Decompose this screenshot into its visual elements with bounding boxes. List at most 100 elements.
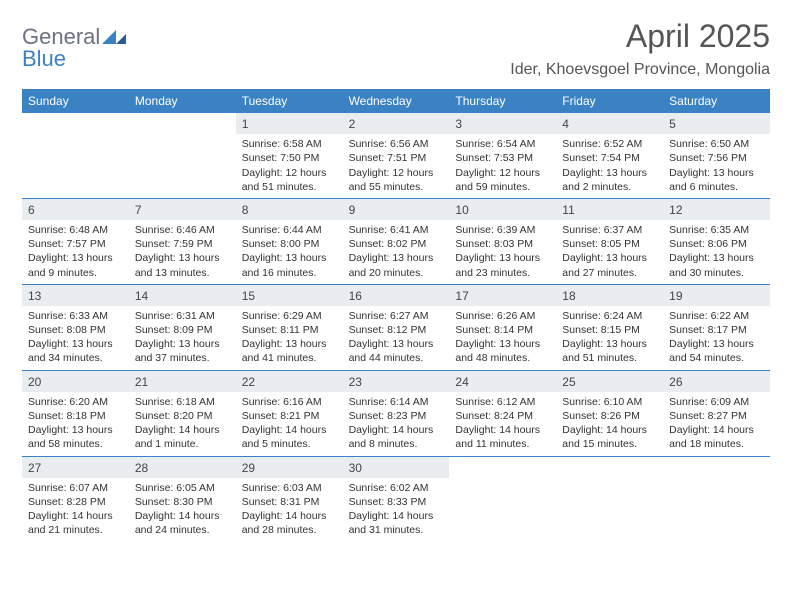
day-line: and 28 minutes. — [242, 523, 337, 537]
day-line: Daylight: 13 hours — [562, 251, 657, 265]
day-content: Sunrise: 6:35 AMSunset: 8:06 PMDaylight:… — [663, 220, 770, 284]
day-line: and 31 minutes. — [349, 523, 444, 537]
day-line: Sunset: 8:08 PM — [28, 323, 123, 337]
day-header-fri: Friday — [556, 89, 663, 113]
day-header-tue: Tuesday — [236, 89, 343, 113]
day-content: Sunrise: 6:10 AMSunset: 8:26 PMDaylight:… — [556, 392, 663, 456]
day-number: 14 — [129, 285, 236, 306]
week-row: 20Sunrise: 6:20 AMSunset: 8:18 PMDayligh… — [22, 370, 770, 456]
day-line: and 24 minutes. — [135, 523, 230, 537]
day-number: 8 — [236, 199, 343, 220]
day-line: Sunrise: 6:26 AM — [455, 309, 550, 323]
day-line: Daylight: 13 hours — [349, 337, 444, 351]
day-content: Sunrise: 6:29 AMSunset: 8:11 PMDaylight:… — [236, 306, 343, 370]
day-line: Sunrise: 6:24 AM — [562, 309, 657, 323]
calendar-cell: 9Sunrise: 6:41 AMSunset: 8:02 PMDaylight… — [343, 199, 450, 284]
day-line: Sunrise: 6:39 AM — [455, 223, 550, 237]
day-line: Sunset: 8:11 PM — [242, 323, 337, 337]
day-line: and 15 minutes. — [562, 437, 657, 451]
day-line: Daylight: 13 hours — [135, 337, 230, 351]
day-line: Sunset: 8:28 PM — [28, 495, 123, 509]
day-line: Daylight: 12 hours — [455, 166, 550, 180]
day-line: Sunset: 7:57 PM — [28, 237, 123, 251]
day-line: Daylight: 13 hours — [242, 251, 337, 265]
day-line: Sunset: 8:00 PM — [242, 237, 337, 251]
day-line: and 58 minutes. — [28, 437, 123, 451]
day-line: Sunset: 8:03 PM — [455, 237, 550, 251]
day-line: Sunset: 8:06 PM — [669, 237, 764, 251]
day-line: Daylight: 13 hours — [455, 337, 550, 351]
day-line: Daylight: 14 hours — [28, 509, 123, 523]
header: General Blue April 2025 Ider, Khoevsgoel… — [22, 18, 770, 79]
day-line: Sunrise: 6:02 AM — [349, 481, 444, 495]
calendar-cell: 1Sunrise: 6:58 AMSunset: 7:50 PMDaylight… — [236, 113, 343, 198]
day-number: 9 — [343, 199, 450, 220]
day-line: Sunset: 8:21 PM — [242, 409, 337, 423]
day-line: and 37 minutes. — [135, 351, 230, 365]
day-line: Sunset: 8:17 PM — [669, 323, 764, 337]
day-line: and 59 minutes. — [455, 180, 550, 194]
title-block: April 2025 Ider, Khoevsgoel Province, Mo… — [510, 18, 770, 79]
day-content: Sunrise: 6:37 AMSunset: 8:05 PMDaylight:… — [556, 220, 663, 284]
day-number: 25 — [556, 371, 663, 392]
day-line: Daylight: 14 hours — [349, 423, 444, 437]
calendar-cell: 4Sunrise: 6:52 AMSunset: 7:54 PMDaylight… — [556, 113, 663, 198]
calendar-cell: 10Sunrise: 6:39 AMSunset: 8:03 PMDayligh… — [449, 199, 556, 284]
day-line: and 16 minutes. — [242, 266, 337, 280]
day-line: Sunset: 8:33 PM — [349, 495, 444, 509]
logo: General Blue — [22, 26, 126, 70]
day-content: Sunrise: 6:12 AMSunset: 8:24 PMDaylight:… — [449, 392, 556, 456]
day-line: Sunset: 8:23 PM — [349, 409, 444, 423]
day-line: and 27 minutes. — [562, 266, 657, 280]
day-number: 11 — [556, 199, 663, 220]
calendar-cell: 30 Sunrise: 6:02 AMSunset: 8:33 PMDayligh… — [343, 457, 450, 542]
calendar-cell: 8Sunrise: 6:44 AMSunset: 8:00 PMDaylight… — [236, 199, 343, 284]
calendar-cell: 14Sunrise: 6:31 AMSunset: 8:09 PMDayligh… — [129, 285, 236, 370]
calendar-cell: 15Sunrise: 6:29 AMSunset: 8:11 PMDayligh… — [236, 285, 343, 370]
day-line: Sunset: 8:30 PM — [135, 495, 230, 509]
day-line: Sunrise: 6:58 AM — [242, 137, 337, 151]
day-line: and 48 minutes. — [455, 351, 550, 365]
day-line: Sunrise: 6:12 AM — [455, 395, 550, 409]
day-line: Sunrise: 6:07 AM — [28, 481, 123, 495]
day-line: Daylight: 13 hours — [562, 166, 657, 180]
day-number: 22 — [236, 371, 343, 392]
day-number: 17 — [449, 285, 556, 306]
day-line: Daylight: 14 hours — [242, 509, 337, 523]
day-line: and 30 minutes. — [669, 266, 764, 280]
calendar-cell: 27 Sunrise: 6:07 AMSunset: 8:28 PMDayligh… — [22, 457, 129, 542]
day-line: Daylight: 14 hours — [349, 509, 444, 523]
day-line: Sunrise: 6:05 AM — [135, 481, 230, 495]
day-line: and 9 minutes. — [28, 266, 123, 280]
day-line: and 41 minutes. — [242, 351, 337, 365]
day-line: Daylight: 14 hours — [455, 423, 550, 437]
calendar: Sunday Monday Tuesday Wednesday Thursday… — [22, 89, 770, 541]
day-line: Daylight: 13 hours — [242, 337, 337, 351]
day-number: 27 — [22, 457, 129, 478]
day-number: 29 — [236, 457, 343, 478]
day-line: Sunrise: 6:10 AM — [562, 395, 657, 409]
calendar-cell: 17Sunrise: 6:26 AMSunset: 8:14 PMDayligh… — [449, 285, 556, 370]
day-line: Sunset: 7:56 PM — [669, 151, 764, 165]
day-content — [129, 118, 236, 125]
calendar-cell: 3Sunrise: 6:54 AMSunset: 7:53 PMDaylight… — [449, 113, 556, 198]
day-number: 5 — [663, 113, 770, 134]
calendar-cell: 21Sunrise: 6:18 AMSunset: 8:20 PMDayligh… — [129, 371, 236, 456]
day-header-wed: Wednesday — [343, 89, 450, 113]
week-row: 13Sunrise: 6:33 AMSunset: 8:08 PMDayligh… — [22, 284, 770, 370]
calendar-cell: 24Sunrise: 6:12 AMSunset: 8:24 PMDayligh… — [449, 371, 556, 456]
day-number: 28 — [129, 457, 236, 478]
day-content: Sunrise: 6:22 AMSunset: 8:17 PMDaylight:… — [663, 306, 770, 370]
day-line: Sunrise: 6:54 AM — [455, 137, 550, 151]
day-line: Sunset: 8:18 PM — [28, 409, 123, 423]
month-title: April 2025 — [510, 18, 770, 55]
week-row: 6Sunrise: 6:48 AMSunset: 7:57 PMDaylight… — [22, 198, 770, 284]
day-number: 30 — [343, 457, 450, 478]
day-content — [663, 462, 770, 469]
calendar-cell: 11Sunrise: 6:37 AMSunset: 8:05 PMDayligh… — [556, 199, 663, 284]
calendar-cell: 26Sunrise: 6:09 AMSunset: 8:27 PMDayligh… — [663, 371, 770, 456]
day-line: Daylight: 14 hours — [242, 423, 337, 437]
day-line: Sunrise: 6:03 AM — [242, 481, 337, 495]
day-line: Sunset: 8:27 PM — [669, 409, 764, 423]
calendar-cell: 25Sunrise: 6:10 AMSunset: 8:26 PMDayligh… — [556, 371, 663, 456]
